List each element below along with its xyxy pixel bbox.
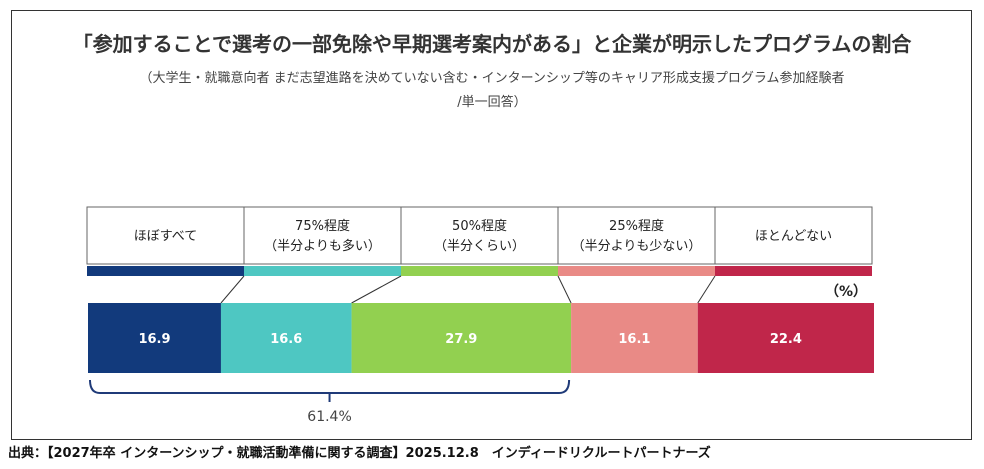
subtitle-line-2: /単一回答）: [457, 95, 527, 110]
unit-label: （%）: [825, 284, 867, 300]
bar-value-label: 27.9: [445, 332, 477, 347]
legend-box: [400, 206, 559, 265]
bar-value-label: 22.4: [770, 332, 802, 347]
stacked-bar-chart: ほぼすべて 75%程度 （半分よりも多い） 50%程度 （半分くらい） 25%程度 （半分よ…: [86, 206, 874, 425]
bar-segment: [697, 303, 874, 373]
chart-title: 「参加することで選考の一部免除や早期選考案内がある」と企業が明示したプログラムの…: [72, 32, 912, 56]
bar-segment: [571, 303, 698, 373]
bar-segments: 16.9 16.6 27.9 16.1 22.4: [88, 303, 874, 373]
bar-value-label: 16.9: [138, 332, 170, 347]
chart-frame: [11, 10, 972, 440]
legend-sublabel: （半分くらい）: [434, 239, 525, 254]
legend: ほぼすべて 75%程度 （半分よりも多い） 50%程度 （半分くらい） 25%程度 （半分よ…: [86, 206, 873, 276]
bracket-line: [89, 379, 571, 394]
legend-label: 25%程度: [609, 218, 664, 234]
legend-swatch: [244, 266, 401, 276]
bar-segment: [220, 303, 352, 373]
legend-box: [714, 206, 873, 265]
connector-line: [351, 275, 402, 304]
legend-sublabel: （半分よりも多い）: [264, 238, 381, 254]
legend-swatch: [715, 266, 872, 276]
legend-box: [243, 206, 402, 265]
connector-line: [697, 275, 716, 304]
legend-swatch: [401, 266, 558, 276]
connector-line: [220, 275, 245, 304]
bar-segment: [351, 303, 572, 373]
connector-line: [557, 275, 572, 304]
legend-swatch: [87, 266, 244, 276]
bar-segment: [88, 303, 221, 373]
legend-swatch: [558, 266, 715, 276]
bracket: 61.4%: [89, 379, 571, 425]
legend-label: 75%程度: [295, 218, 350, 234]
legend-label: ほとんどない: [755, 229, 832, 244]
legend-connectors: [220, 275, 716, 304]
source-note: 出典：【2027年卒 インターンシップ・就職活動準備に関する調査】2025.12…: [8, 446, 711, 461]
legend-label: 50%程度: [452, 218, 507, 234]
chart-subtitle: （大学生・就職意向者 まだ志望進路を決めていない含む・インターンシップ等のキャリ…: [0, 67, 984, 115]
bracket-label: 61.4%: [307, 409, 351, 425]
bar-value-label: 16.1: [618, 332, 650, 347]
bar-value-label: 16.6: [270, 332, 302, 347]
legend-box: [557, 206, 716, 265]
legend-sublabel: （半分よりも少ない）: [572, 239, 702, 254]
subtitle-line-1: （大学生・就職意向者 まだ志望進路を決めていない含む・インターンシップ等のキャリ…: [139, 71, 845, 86]
legend-label: ほぼすべて: [134, 229, 198, 244]
